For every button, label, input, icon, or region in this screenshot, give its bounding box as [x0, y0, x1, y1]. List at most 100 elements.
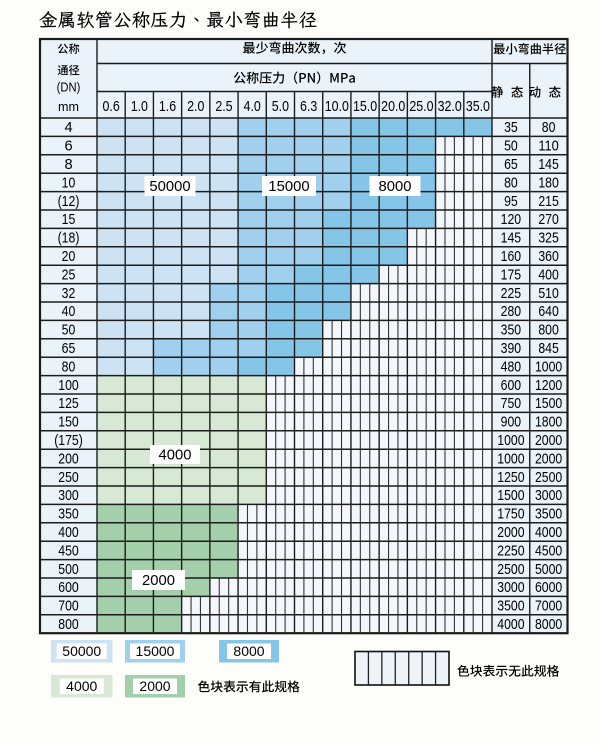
svg-text:4.0: 4.0 — [244, 99, 261, 115]
svg-text:25: 25 — [62, 267, 76, 283]
svg-text:145: 145 — [538, 157, 558, 173]
svg-text:80: 80 — [62, 359, 76, 375]
svg-text:50000: 50000 — [149, 179, 190, 195]
svg-text:350: 350 — [58, 507, 78, 523]
svg-text:1250: 1250 — [497, 470, 524, 486]
svg-text:225: 225 — [501, 286, 521, 302]
svg-text:480: 480 — [501, 359, 521, 375]
svg-text:1.6: 1.6 — [159, 99, 176, 115]
svg-text:120: 120 — [501, 212, 521, 228]
svg-text:1750: 1750 — [497, 507, 524, 523]
svg-text:4000: 4000 — [497, 617, 524, 633]
svg-text:400: 400 — [538, 267, 558, 283]
svg-text:1000: 1000 — [497, 433, 524, 449]
svg-text:1000: 1000 — [497, 451, 524, 467]
svg-text:3000: 3000 — [535, 488, 562, 504]
svg-text:390: 390 — [501, 341, 521, 357]
svg-text:125: 125 — [58, 396, 78, 412]
svg-text:110: 110 — [538, 139, 558, 155]
svg-text:1000: 1000 — [535, 359, 562, 375]
svg-text:(DN): (DN) — [57, 79, 81, 94]
svg-text:mm: mm — [58, 100, 79, 114]
svg-text:2000: 2000 — [535, 451, 562, 467]
svg-text:(12): (12) — [58, 194, 80, 210]
svg-text:360: 360 — [538, 249, 558, 265]
svg-text:40: 40 — [62, 304, 76, 320]
svg-text:7000: 7000 — [535, 599, 562, 615]
svg-text:(18): (18) — [58, 231, 80, 247]
svg-text:65: 65 — [62, 341, 76, 357]
svg-text:600: 600 — [58, 580, 78, 596]
svg-text:2250: 2250 — [497, 543, 524, 559]
svg-text:250: 250 — [58, 470, 78, 486]
svg-text:100: 100 — [58, 378, 78, 394]
svg-text:160: 160 — [501, 249, 521, 265]
svg-text:2500: 2500 — [535, 470, 562, 486]
svg-text:510: 510 — [538, 286, 558, 302]
svg-text:1500: 1500 — [535, 396, 562, 412]
svg-text:800: 800 — [58, 617, 78, 633]
svg-text:32: 32 — [62, 286, 76, 302]
svg-text:35: 35 — [504, 120, 518, 136]
svg-text:280: 280 — [501, 304, 521, 320]
svg-text:6: 6 — [64, 139, 72, 155]
svg-text:325: 325 — [538, 231, 558, 247]
svg-text:15: 15 — [62, 212, 76, 228]
svg-text:2000: 2000 — [142, 573, 175, 589]
svg-text:0.6: 0.6 — [102, 99, 119, 115]
svg-text:400: 400 — [58, 525, 78, 541]
svg-text:3500: 3500 — [497, 599, 524, 615]
svg-text:10: 10 — [62, 175, 76, 191]
svg-text:5.0: 5.0 — [272, 99, 289, 115]
svg-text:200: 200 — [58, 451, 78, 467]
svg-text:300: 300 — [58, 488, 78, 504]
svg-text:8000: 8000 — [379, 179, 412, 195]
svg-text:2500: 2500 — [497, 562, 524, 578]
svg-text:6000: 6000 — [535, 580, 562, 596]
svg-text:6.3: 6.3 — [300, 99, 317, 115]
svg-text:2.5: 2.5 — [215, 99, 232, 115]
svg-text:1200: 1200 — [535, 378, 562, 394]
svg-text:450: 450 — [58, 543, 78, 559]
svg-text:80: 80 — [504, 175, 518, 191]
svg-text:35.0: 35.0 — [466, 99, 490, 115]
svg-text:2.0: 2.0 — [187, 99, 204, 115]
svg-text:32.0: 32.0 — [438, 99, 462, 115]
svg-text:600: 600 — [501, 378, 521, 394]
svg-text:4000: 4000 — [66, 678, 97, 694]
svg-text:700: 700 — [58, 599, 78, 615]
svg-text:8000: 8000 — [535, 617, 562, 633]
svg-text:4500: 4500 — [535, 543, 562, 559]
svg-text:4: 4 — [64, 120, 72, 136]
svg-text:640: 640 — [538, 304, 558, 320]
svg-text:4000: 4000 — [535, 525, 562, 541]
svg-text:500: 500 — [58, 562, 78, 578]
svg-text:2000: 2000 — [535, 433, 562, 449]
svg-text:15.0: 15.0 — [353, 99, 377, 115]
svg-text:3000: 3000 — [497, 580, 524, 596]
svg-text:215: 215 — [538, 194, 558, 210]
svg-text:2000: 2000 — [497, 525, 524, 541]
svg-text:8000: 8000 — [233, 643, 264, 659]
svg-text:845: 845 — [538, 341, 558, 357]
svg-text:350: 350 — [501, 323, 521, 339]
svg-text:900: 900 — [501, 415, 521, 431]
svg-text:15000: 15000 — [136, 643, 175, 659]
svg-text:10.0: 10.0 — [325, 99, 349, 115]
svg-text:175: 175 — [501, 267, 521, 283]
svg-text:270: 270 — [538, 212, 558, 228]
svg-text:1800: 1800 — [535, 415, 562, 431]
svg-text:145: 145 — [501, 231, 521, 247]
svg-text:150: 150 — [58, 415, 78, 431]
svg-text:25.0: 25.0 — [409, 99, 433, 115]
svg-text:1.0: 1.0 — [131, 99, 148, 115]
svg-text:95: 95 — [504, 194, 518, 210]
svg-text:(175): (175) — [54, 433, 83, 449]
svg-text:15000: 15000 — [268, 179, 309, 195]
svg-text:4000: 4000 — [159, 447, 192, 463]
svg-text:50: 50 — [62, 323, 76, 339]
svg-text:800: 800 — [538, 323, 558, 339]
svg-text:3500: 3500 — [535, 507, 562, 523]
svg-text:750: 750 — [501, 396, 521, 412]
svg-text:50: 50 — [504, 139, 518, 155]
